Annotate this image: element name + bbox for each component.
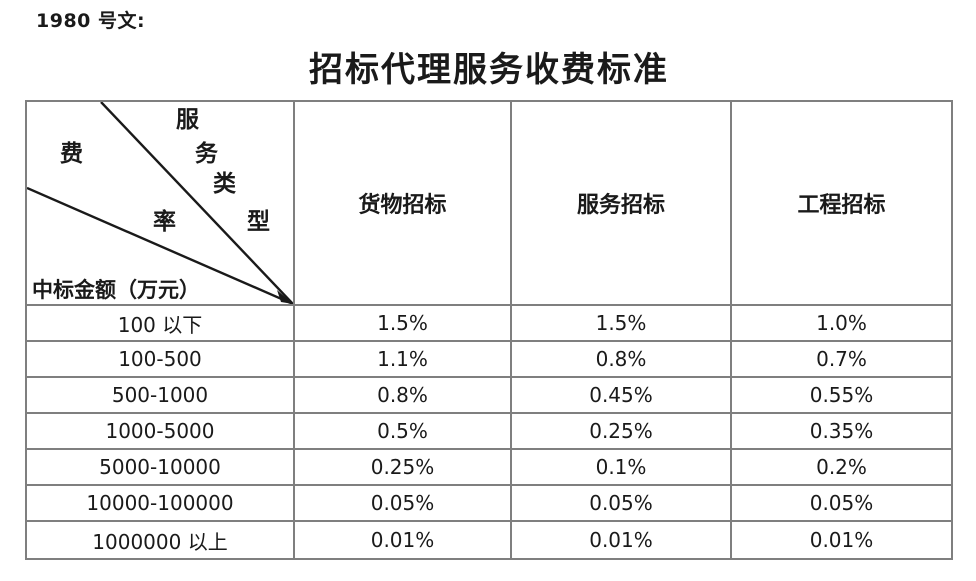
fee-value-cell: 1.5% <box>512 306 732 342</box>
diagonal-divider-lines <box>27 102 293 304</box>
column-header-goods: 货物招标 <box>295 102 512 306</box>
fee-value-cell: 0.8% <box>295 378 512 414</box>
fee-value-cell: 0.7% <box>732 342 951 378</box>
row-range-cell: 100-500 <box>27 342 295 378</box>
fee-value-cell: 0.45% <box>512 378 732 414</box>
row-range-cell: 1000000 以上 <box>27 522 295 558</box>
fee-standard-table: 服 务 类 型 费 率 中标金额（万元） 货物招标 服务招标 工程招标 100 … <box>25 100 953 560</box>
doc-number: 1980 号文: <box>36 10 146 32</box>
corner-label-service-type-char: 服 <box>176 107 199 132</box>
corner-label-bid-amount: 中标金额（万元） <box>32 278 200 302</box>
fee-value-cell: 0.01% <box>512 522 732 558</box>
fee-value-cell: 1.5% <box>295 306 512 342</box>
fee-value-cell: 0.01% <box>295 522 512 558</box>
row-range-cell: 100 以下 <box>27 306 295 342</box>
fee-value-cell: 0.1% <box>512 450 732 486</box>
fee-value-cell: 0.01% <box>809 528 874 552</box>
column-header-service: 服务招标 <box>512 102 732 306</box>
corner-label-fee-rate-char: 费 <box>60 141 83 166</box>
fee-value-cell: 1.1% <box>295 342 512 378</box>
fee-value-cell: 0.05% <box>295 486 512 522</box>
corner-label-fee-rate-char: 率 <box>153 209 176 234</box>
fee-value-cell: 1.0% <box>732 306 951 342</box>
corner-label-service-type-char: 类 <box>213 171 236 196</box>
table-corner-header-cell: 服 务 类 型 费 率 中标金额（万元） <box>27 102 295 306</box>
row-range-cell: 1000-5000 <box>27 414 295 450</box>
page-title: 招标代理服务收费标准 <box>309 52 669 89</box>
corner-label-service-type-char: 务 <box>195 141 218 166</box>
fee-value-cell: 0.05% <box>512 486 732 522</box>
row-range-cell: 500-1000 <box>27 378 295 414</box>
fee-value-cell: 0.2% <box>732 450 951 486</box>
fee-value-cell: 0.5% <box>295 414 512 450</box>
fee-value-cell: 0.8% <box>512 342 732 378</box>
row-range-cell: 10000-100000 <box>27 486 295 522</box>
fee-value-cell: 0.05% <box>732 486 951 522</box>
fee-value-cell: 0.55% <box>732 378 951 414</box>
column-header-engineering: 工程招标 <box>732 102 951 306</box>
fee-value-cell: 0.25% <box>512 414 732 450</box>
row-range-cell: 5000-10000 <box>27 450 295 486</box>
fee-value-cell: 0.25% <box>295 450 512 486</box>
fee-value-cell: 0.35% <box>732 414 951 450</box>
corner-label-service-type-char: 型 <box>247 209 270 234</box>
